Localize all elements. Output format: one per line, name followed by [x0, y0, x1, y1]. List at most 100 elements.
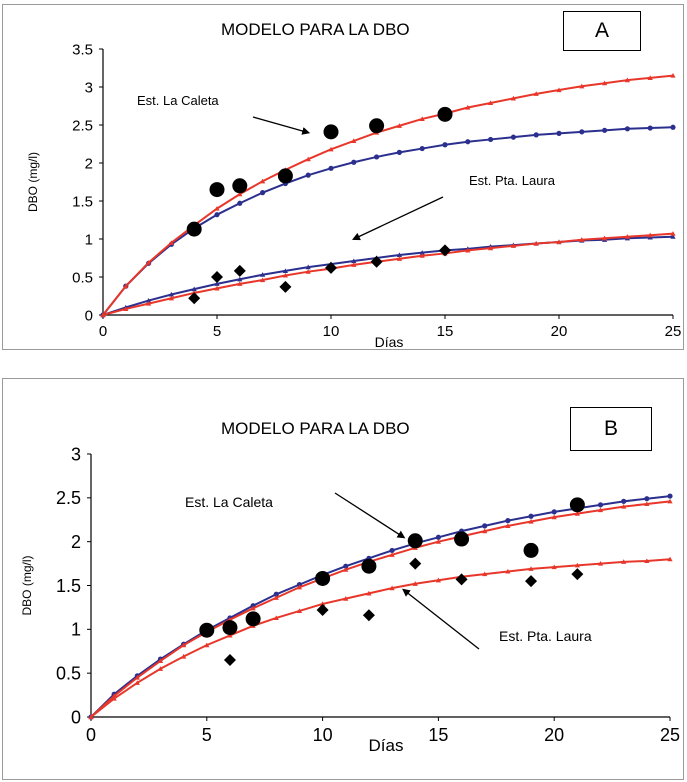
series-point — [366, 590, 372, 596]
observation-point — [277, 168, 293, 184]
chart-a-svg: 0 0.5 1 1.5 2 2.5 3 3.5 0 5 10 15 20 25 Días DBO (mg/l)… — [26, 41, 681, 350]
series-point — [282, 272, 288, 278]
series-point — [644, 558, 650, 564]
observation-point — [232, 178, 248, 194]
series-point — [134, 674, 140, 680]
chart-b-svg: 0 0.5 1 1.5 2 2.5 3 0 5 10 15 20 25 Días DBO (mg/l) Est… — [20, 444, 680, 755]
chart-a-panel-letter: A — [563, 11, 641, 51]
series-point — [482, 571, 488, 577]
observation-point — [437, 106, 453, 122]
y-tick-label: 3 — [71, 444, 81, 464]
series-point — [556, 130, 562, 136]
y-tick-label: 3 — [85, 79, 93, 96]
series-point — [351, 258, 357, 264]
series-point — [260, 178, 266, 184]
series-point — [667, 498, 673, 504]
series-point — [157, 666, 164, 671]
series-point — [181, 653, 187, 659]
x-tick-label: 10 — [323, 323, 340, 340]
series-point — [505, 518, 511, 524]
observation-point — [439, 244, 451, 257]
x-tick-label: 5 — [202, 725, 212, 745]
series-line — [90, 495, 671, 718]
series-point — [191, 286, 197, 292]
chart-b-panel-letter: B — [570, 407, 652, 451]
series-line — [102, 235, 674, 316]
x-tick-label: 15 — [437, 323, 454, 340]
series-point — [574, 511, 580, 516]
series-point — [134, 680, 140, 685]
x-tick-label: 20 — [544, 725, 564, 745]
series-point — [123, 283, 129, 289]
series-point — [260, 277, 266, 283]
series-point — [442, 142, 448, 148]
chart-a-x-axis-label: Días — [375, 334, 404, 350]
chart-b-series-1 — [88, 498, 673, 720]
series-point — [579, 83, 585, 89]
series-point — [181, 642, 187, 648]
y-tick-label: 1.5 — [72, 193, 93, 210]
observation-point — [525, 575, 538, 588]
series-point — [419, 250, 425, 255]
y-tick-label: 0 — [85, 307, 93, 324]
observation-point — [233, 264, 246, 277]
chart-a-series-0 — [100, 124, 676, 318]
series-point — [510, 243, 516, 248]
series-point — [465, 104, 471, 110]
series-point — [227, 632, 233, 638]
series-point — [282, 268, 288, 273]
chart-a-series-1 — [100, 73, 676, 318]
observation-point — [209, 182, 225, 198]
series-point — [602, 235, 608, 241]
x-tick-label: 10 — [313, 725, 333, 745]
observation-point — [325, 261, 337, 274]
series-point — [305, 172, 311, 178]
y-tick-label: 2.5 — [72, 117, 93, 134]
observation-point — [369, 118, 385, 134]
series-point — [579, 237, 585, 242]
series-line — [90, 558, 671, 718]
series-point — [389, 552, 395, 557]
chart-b-observations-1 — [223, 557, 584, 667]
series-line — [102, 232, 674, 316]
annotation-arrow — [252, 116, 311, 135]
observation-point — [362, 609, 375, 622]
chart-b-title: MODELO PARA LA DBO — [221, 419, 410, 438]
series-point — [644, 501, 650, 507]
series-point — [328, 165, 334, 171]
series-point — [667, 493, 673, 499]
series-point — [435, 577, 441, 583]
series-point — [667, 556, 673, 562]
series-point — [273, 615, 279, 621]
chart-b-annotation-0: Est. La Caleta — [185, 494, 273, 510]
x-tick-label: 20 — [551, 323, 568, 340]
series-point — [482, 523, 488, 529]
series-point — [551, 514, 557, 520]
series-point — [647, 232, 653, 238]
series-point — [419, 253, 425, 258]
series-point — [670, 124, 676, 130]
series-line — [102, 74, 674, 316]
series-point — [260, 272, 266, 277]
series-point — [435, 539, 441, 544]
series-point — [597, 507, 604, 513]
observation-point — [211, 271, 223, 283]
series-point — [146, 259, 152, 265]
series-line — [102, 126, 674, 316]
chart-a-series-3 — [100, 231, 676, 318]
series-point — [556, 239, 562, 245]
series-point — [556, 87, 562, 93]
observation-point — [361, 558, 377, 574]
series-point — [146, 301, 152, 306]
observation-point — [323, 124, 339, 140]
observation-point — [454, 531, 470, 547]
series-point — [396, 123, 402, 128]
observation-point — [523, 542, 539, 558]
series-point — [419, 145, 425, 152]
chart-b-x-axis-label: Días — [369, 736, 404, 755]
series-point — [320, 601, 326, 606]
annotation-arrow — [334, 492, 406, 539]
series-point — [237, 281, 243, 286]
series-point — [273, 591, 279, 597]
series-point — [305, 264, 311, 270]
